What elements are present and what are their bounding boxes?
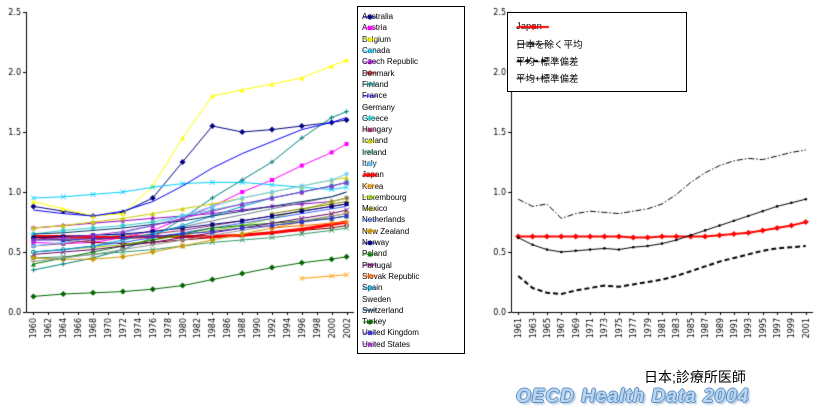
legend-label: Luxembourg [362,192,407,202]
legend-plus-icon [362,203,378,214]
legend-triangle-icon [362,248,378,259]
legend-label: United Kingdom [362,328,419,338]
legend-diamond-icon [516,21,550,32]
legend-x-icon [362,181,378,192]
legend-item-luxembourg: Luxembourg [362,192,462,203]
legend-circle-icon [362,68,378,79]
legend-label: Germany [362,102,395,112]
legend-diamond-icon [362,226,378,237]
legend-item-germany: Germany [362,101,462,113]
legend-item-united-kingdom: United Kingdom [362,327,462,338]
legend-label: Czech Republic [362,57,419,67]
legend-item--: 平均+標準偏差 [516,69,678,86]
japan-vs-average-legend: Japan日本を除く平均平均−標準偏差平均+標準偏差 [507,12,687,92]
legend-line-icon [362,305,378,316]
legend-line-icon [516,72,550,83]
legend-item-turkey: Turkey [362,316,462,327]
legend-item-austria: Austria [362,22,462,33]
legend-label: Denmark [362,68,395,78]
legend-item-australia: Australia [362,11,462,22]
legend-item-finland: Finland [362,79,462,90]
legend-item-japan: Japan [516,18,678,35]
legend-diamond-icon [362,113,378,124]
legend-line-icon [362,102,378,113]
legend-item-ireland: Ireland [362,147,462,158]
legend-item-portugal: Portugal [362,260,462,271]
legend-label: Switzerland [362,305,404,315]
legend-item-italy: Italy [362,158,462,169]
legend-item-iceland: Iceland [362,135,462,146]
legend-star-icon [362,56,378,67]
legend-triangle-icon [362,339,378,350]
legend-triangle-icon [362,135,378,146]
oecd-countries-chart [0,0,356,362]
legend-line-icon [362,214,378,225]
legend-diamond-icon [362,316,378,327]
caption-japan-clinic-doctors: 日本;診療所医師 [644,369,746,385]
legend-item-korea: Korea [362,180,462,192]
oecd-countries-legend: AustraliaAustriaBelgiumCanadaCzech Repub… [357,6,465,354]
legend-plus-icon [362,294,378,305]
legend-item-japan: Japan [362,169,462,180]
legend-square-icon [362,327,378,338]
legend-item-slovak-republic: Slovak Republic [362,271,462,282]
legend-item-france: France [362,90,462,101]
legend-item--: 日本を除く平均 [516,35,678,52]
legend-square-icon [362,237,378,248]
legend-diamond-icon [362,11,378,22]
legend-square-icon [362,22,378,33]
legend-line-icon [362,90,378,101]
legend-square-icon [362,124,378,135]
legend-item-mexico: Mexico [362,203,462,214]
legend-line-icon [362,169,378,180]
legend-item-switzerland: Switzerland [362,305,462,316]
legend-item-czech-republic: Czech Republic [362,56,462,67]
legend-item--: 平均−標準偏差 [516,52,678,69]
legend-label: Netherlands [362,215,406,225]
legend-label: New Zealand [362,226,410,236]
legend-item-netherlands: Netherlands [362,214,462,225]
legend-x-icon [362,147,378,158]
legend-x-icon [362,260,378,271]
legend-circle-icon [362,282,378,293]
legend-item-new-zealand: New Zealand [362,226,462,237]
legend-item-norway: Norway [362,237,462,248]
legend-label: United States [362,339,411,349]
legend-item-canada: Canada [362,45,462,56]
legend-item-sweden: Sweden [362,293,462,305]
legend-circle-icon [362,192,378,203]
legend-item-spain: Spain [362,282,462,293]
legend-dot-icon [516,38,550,49]
legend-item-belgium: Belgium [362,34,462,45]
legend-x-icon [362,45,378,56]
legend-plus-icon [362,79,378,90]
legend-triangle-icon [362,34,378,45]
legend-label: Slovak Republic [362,271,420,281]
legend-item-united-states: United States [362,339,462,350]
legend-item-hungary: Hungary [362,124,462,135]
legend-star-icon [362,271,378,282]
legend-star-icon [362,158,378,169]
legend-item-poland: Poland [362,248,462,259]
legend-item-greece: Greece [362,113,462,124]
oecd-health-data-watermark: OECD Health Data 2004 [516,386,750,407]
legend-item-denmark: Denmark [362,67,462,79]
legend-line-icon [516,55,550,66]
